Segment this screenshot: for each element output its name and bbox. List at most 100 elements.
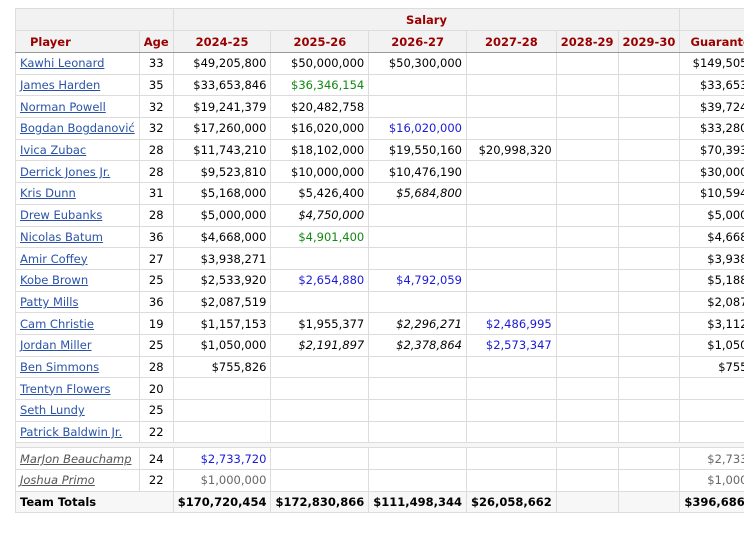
salary-cell: $1,955,377 <box>270 312 370 335</box>
player-link[interactable]: Kris Dunn <box>20 186 76 201</box>
totals-2024-25: $170,720,454 <box>172 490 272 514</box>
salary-cell: $1,000,000 <box>172 469 272 492</box>
salary-cell <box>555 290 619 314</box>
salary-cell: $5,168,000 <box>172 182 272 205</box>
salary-cell <box>270 469 370 492</box>
player-link[interactable]: Patrick Baldwin Jr. <box>20 425 123 440</box>
salary-cell <box>617 182 681 205</box>
age-cell: 27 <box>138 247 174 270</box>
age-cell: 22 <box>138 469 174 492</box>
guaranteed-cell <box>679 420 744 444</box>
totals-2026-27: $111,498,344 <box>368 490 467 514</box>
salary-cell <box>555 447 619 471</box>
col-header-2024-25[interactable]: 2024-25 <box>172 30 272 53</box>
salary-cell: $5,000,000 <box>172 203 272 227</box>
col-header-2026-27[interactable]: 2026-27 <box>368 30 467 53</box>
col-header-2029-30[interactable]: 2029-30 <box>617 30 681 53</box>
table-row: Kawhi Leonard 33 $49,205,800 $50,000,000 $50… <box>15 52 744 75</box>
team-totals-row: Team Totals $170,720,454 $172,830,866 $1… <box>15 490 744 514</box>
salary-cell <box>270 355 370 379</box>
player-link[interactable]: Kobe Brown <box>20 273 89 288</box>
salary-cell: $33,653,846 <box>172 73 272 97</box>
salary-cell: $4,668,000 <box>172 225 272 249</box>
salary-cell <box>368 469 467 492</box>
salary-cell: $20,998,320 <box>465 138 557 162</box>
roster-body: Kawhi Leonard 33 $49,205,800 $50,000,000 $50… <box>15 52 744 444</box>
player-link[interactable]: Drew Eubanks <box>20 208 103 223</box>
salary-cell: $20,482,758 <box>270 95 370 119</box>
player-link[interactable]: Cam Christie <box>20 316 94 331</box>
salary-cell <box>465 247 557 270</box>
table-row: Jordan Miller 25 $1,050,000 $2,191,897 $2,37… <box>15 333 744 357</box>
salary-cell <box>555 312 619 335</box>
salary-cell: $2,378,864 <box>368 333 467 357</box>
player-cell: Seth Lundy <box>15 399 140 422</box>
player-link[interactable]: Bogdan Bogdanović <box>20 121 135 136</box>
totals-guaranteed: $396,686,539 <box>679 490 744 514</box>
guaranteed-cell: $10,594,400 <box>679 182 744 205</box>
age-cell: 19 <box>138 312 174 335</box>
player-cell: Nicolas Batum <box>15 225 140 249</box>
salary-cell <box>368 73 467 97</box>
salary-cell <box>617 447 681 471</box>
salary-cell <box>368 290 467 314</box>
player-cell: Drew Eubanks <box>15 203 140 227</box>
col-header-2028-29[interactable]: 2028-29 <box>555 30 619 53</box>
totals-2027-28: $26,058,662 <box>465 490 557 514</box>
player-link[interactable]: Kawhi Leonard <box>20 56 105 71</box>
salary-cell <box>465 268 557 292</box>
salary-cell <box>465 447 557 471</box>
player-link[interactable]: Ivica Zubac <box>20 143 87 158</box>
col-header-player[interactable]: Player <box>15 30 140 53</box>
player-link[interactable]: Ben Simmons <box>20 359 100 374</box>
salary-cell: $5,684,800 <box>368 182 467 205</box>
salary-cell <box>465 160 557 184</box>
salary-cell <box>368 355 467 379</box>
player-link[interactable]: Seth Lundy <box>20 403 85 418</box>
salary-cell <box>172 399 272 422</box>
salary-cell <box>555 469 619 492</box>
salary-cell <box>617 247 681 270</box>
player-cell: Ivica Zubac <box>15 138 140 162</box>
salary-cell: $5,426,400 <box>270 182 370 205</box>
age-cell: 25 <box>138 333 174 357</box>
player-link[interactable]: Derrick Jones Jr. <box>20 164 111 179</box>
col-header-age[interactable]: Age <box>138 30 174 53</box>
salary-cell: $755,826 <box>172 355 272 379</box>
col-header-guaranteed[interactable]: Guaranteed <box>679 30 744 53</box>
section-separator <box>14 442 744 449</box>
player-link[interactable]: Norman Powell <box>20 99 106 114</box>
salary-cell <box>465 420 557 444</box>
salary-cell: $4,792,059 <box>368 268 467 292</box>
player-link[interactable]: Joshua Primo <box>20 473 95 488</box>
salary-cell: $18,102,000 <box>270 138 370 162</box>
salary-cell <box>617 420 681 444</box>
salary-cell: $50,000,000 <box>270 52 370 75</box>
player-link[interactable]: Trentyn Flowers <box>20 381 111 396</box>
salary-cell <box>617 290 681 314</box>
salary-cell: $9,523,810 <box>172 160 272 184</box>
salary-cell <box>555 160 619 184</box>
totals-2025-26: $172,830,866 <box>270 490 370 514</box>
salary-cell <box>555 420 619 444</box>
salary-cell: $2,296,271 <box>368 312 467 335</box>
col-header-2025-26[interactable]: 2025-26 <box>270 30 370 53</box>
player-cell: Kobe Brown <box>15 268 140 292</box>
player-link[interactable]: MarJon Beauchamp <box>20 451 132 466</box>
salary-cell: $16,020,000 <box>368 117 467 140</box>
guaranteed-cell: $1,000,000 <box>679 469 744 492</box>
salary-cell <box>270 377 370 400</box>
col-header-2027-28[interactable]: 2027-28 <box>465 30 557 53</box>
salary-cell: $50,300,000 <box>368 52 467 75</box>
player-link[interactable]: Jordan Miller <box>20 338 92 353</box>
age-cell: 31 <box>138 182 174 205</box>
guaranteed-cell: $3,938,271 <box>679 247 744 270</box>
player-link[interactable]: Amir Coffey <box>20 251 88 266</box>
player-link[interactable]: Patty Mills <box>20 294 79 309</box>
salary-table: Salary Player Age 2024-25 2025-26 2026-2… <box>14 8 744 514</box>
player-link[interactable]: James Harden <box>20 78 101 93</box>
salary-cell <box>368 203 467 227</box>
player-link[interactable]: Nicolas Batum <box>20 229 103 244</box>
